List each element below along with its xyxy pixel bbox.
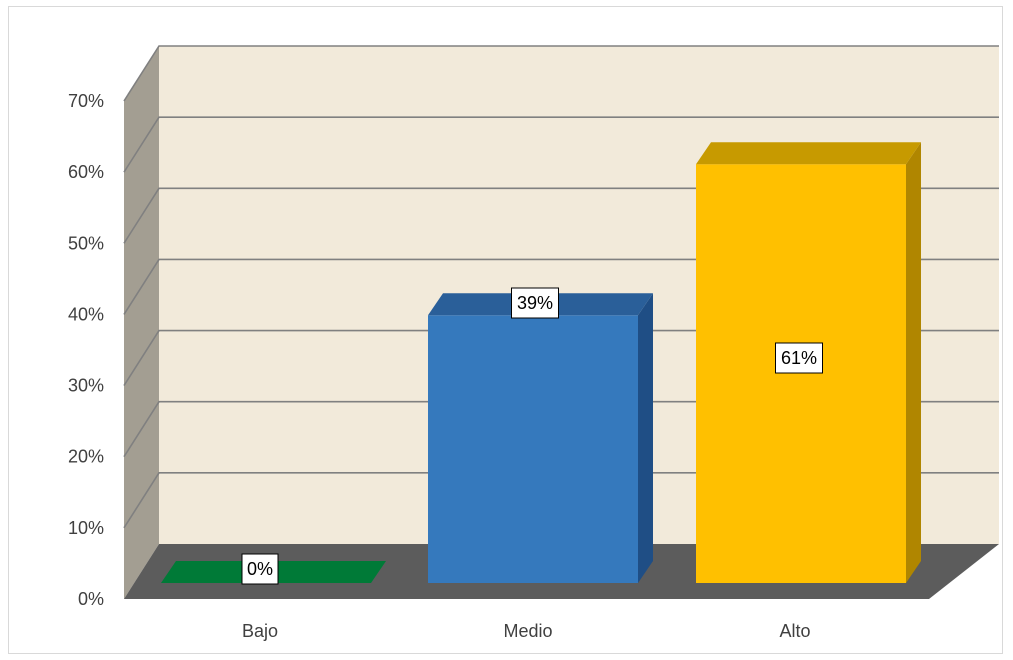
bar-medio-side — [638, 293, 653, 583]
x-category-label: Bajo — [242, 621, 278, 641]
y-tick-label: 50% — [68, 233, 104, 253]
y-tick-label: 20% — [68, 447, 104, 467]
y-tick-label: 70% — [68, 91, 104, 111]
data-label-bajo: 0% — [241, 553, 279, 585]
gridline — [123, 116, 999, 173]
bar-chart-3d: 0% 10% 20% 30% 40% 50% 60% 70% 0% 39% 61% Bajo Med… — [68, 45, 999, 641]
y-tick-label: 30% — [68, 376, 104, 396]
data-label-medio: 39% — [511, 287, 559, 319]
chart-container: 0% 10% 20% 30% 40% 50% 60% 70% 0% 39% 61% Bajo Med… — [8, 6, 1003, 654]
data-label-alto: 61% — [775, 342, 823, 374]
bar-alto — [696, 164, 906, 583]
x-category-label: Alto — [779, 621, 810, 641]
bar-alto-side — [906, 142, 921, 583]
gridline — [123, 45, 999, 102]
bar-medio — [428, 315, 638, 583]
data-label-text: 39% — [517, 293, 553, 313]
x-category-label: Medio — [503, 621, 552, 641]
data-label-box — [511, 287, 559, 319]
side-wall — [124, 46, 159, 599]
data-label-text: 0% — [247, 559, 273, 579]
data-label-text: 61% — [781, 348, 817, 368]
bar-alto-top — [696, 142, 921, 165]
data-label-box — [775, 342, 823, 374]
y-tick-label: 10% — [68, 518, 104, 538]
y-tick-label: 40% — [68, 304, 104, 324]
y-tick-label: 0% — [78, 589, 104, 609]
y-tick-label: 60% — [68, 162, 104, 182]
data-label-box — [241, 553, 279, 585]
